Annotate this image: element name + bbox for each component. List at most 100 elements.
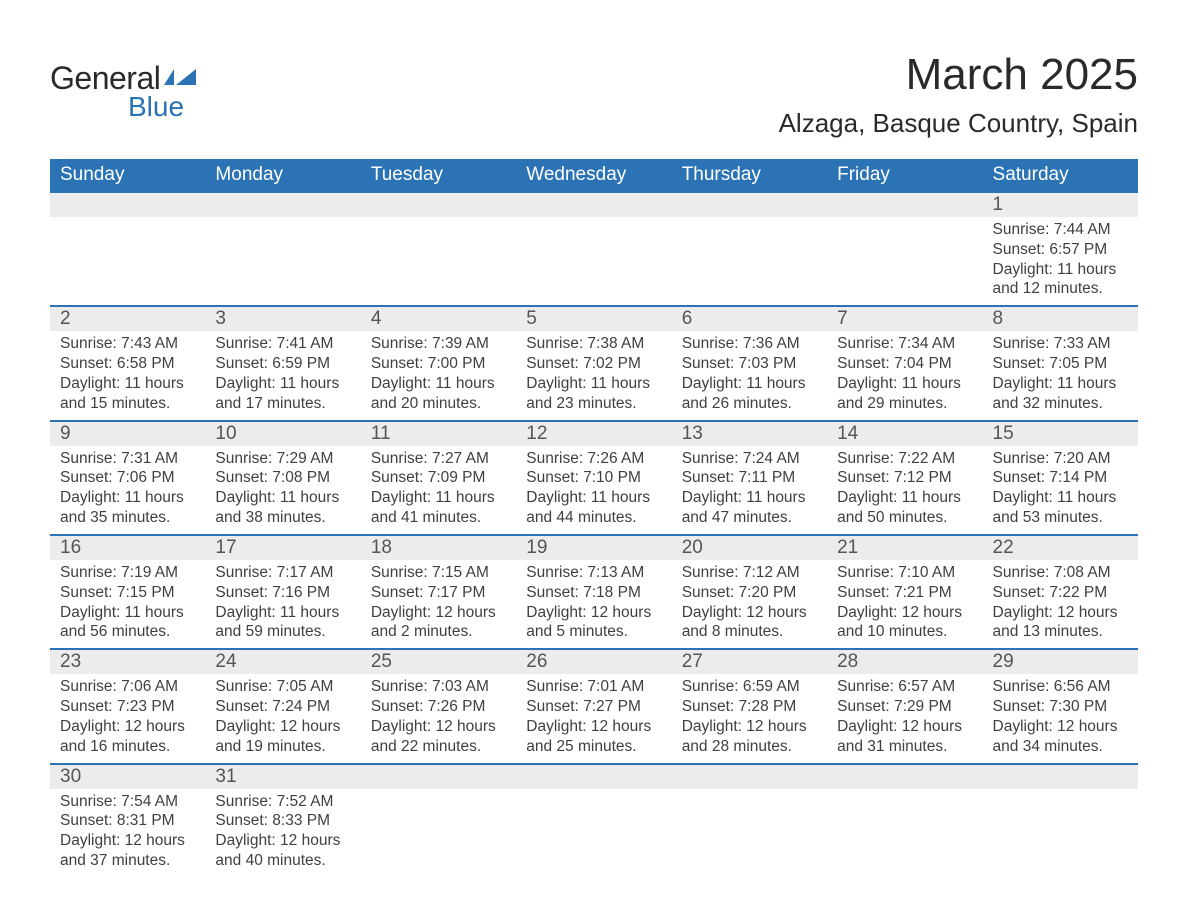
day2-text: and 2 minutes. [371, 622, 506, 642]
daynum-row: 16171819202122 [50, 535, 1138, 560]
day-number: 6 [682, 308, 693, 329]
day2-text: and 8 minutes. [682, 622, 817, 642]
day-number-cell [361, 764, 516, 789]
day-details-cell [361, 789, 516, 877]
day-number-cell: 7 [827, 306, 982, 331]
sunset-text: Sunset: 7:06 PM [60, 468, 195, 488]
day1-text: Daylight: 12 hours [215, 831, 350, 851]
sunrise-text: Sunrise: 7:29 AM [215, 449, 350, 469]
day1-text: Daylight: 11 hours [60, 603, 195, 623]
day-details-cell: Sunrise: 7:01 AMSunset: 7:27 PMDaylight:… [516, 674, 671, 763]
day1-text: Daylight: 11 hours [993, 374, 1128, 394]
sunset-text: Sunset: 7:29 PM [837, 697, 972, 717]
day2-text: and 28 minutes. [682, 737, 817, 757]
day2-text: and 37 minutes. [60, 851, 195, 871]
day1-text: Daylight: 11 hours [60, 488, 195, 508]
sunrise-text: Sunrise: 7:41 AM [215, 334, 350, 354]
day-number-cell: 23 [50, 649, 205, 674]
day-number-cell: 6 [672, 306, 827, 331]
day-number-cell: 17 [205, 535, 360, 560]
daynum-row: 2345678 [50, 306, 1138, 331]
day-details-cell: Sunrise: 7:29 AMSunset: 7:08 PMDaylight:… [205, 446, 360, 535]
sunrise-text: Sunrise: 7:15 AM [371, 563, 506, 583]
day-number: 19 [526, 537, 547, 558]
sunset-text: Sunset: 8:31 PM [60, 811, 195, 831]
day1-text: Daylight: 12 hours [60, 717, 195, 737]
day-details-cell: Sunrise: 7:06 AMSunset: 7:23 PMDaylight:… [50, 674, 205, 763]
sunset-text: Sunset: 7:02 PM [526, 354, 661, 374]
sunrise-text: Sunrise: 7:05 AM [215, 677, 350, 697]
sunrise-text: Sunrise: 7:08 AM [993, 563, 1128, 583]
day2-text: and 26 minutes. [682, 394, 817, 414]
sunrise-text: Sunrise: 6:59 AM [682, 677, 817, 697]
sunset-text: Sunset: 7:16 PM [215, 583, 350, 603]
day1-text: Daylight: 12 hours [993, 717, 1128, 737]
sunrise-text: Sunrise: 7:13 AM [526, 563, 661, 583]
day-details-cell: Sunrise: 7:19 AMSunset: 7:15 PMDaylight:… [50, 560, 205, 649]
sunset-text: Sunset: 7:03 PM [682, 354, 817, 374]
day2-text: and 32 minutes. [993, 394, 1128, 414]
day-number-cell: 2 [50, 306, 205, 331]
day-number-cell: 13 [672, 421, 827, 446]
day-details-cell: Sunrise: 7:08 AMSunset: 7:22 PMDaylight:… [983, 560, 1138, 649]
day-number: 5 [526, 308, 537, 329]
sunrise-text: Sunrise: 7:17 AM [215, 563, 350, 583]
details-row: Sunrise: 7:54 AMSunset: 8:31 PMDaylight:… [50, 789, 1138, 877]
day-number: 15 [993, 423, 1014, 444]
day2-text: and 22 minutes. [371, 737, 506, 757]
sunrise-text: Sunrise: 7:36 AM [682, 334, 817, 354]
sunset-text: Sunset: 7:12 PM [837, 468, 972, 488]
sunset-text: Sunset: 7:17 PM [371, 583, 506, 603]
day-number: 2 [60, 308, 71, 329]
day-details-cell [827, 789, 982, 877]
sunrise-text: Sunrise: 7:20 AM [993, 449, 1128, 469]
day1-text: Daylight: 11 hours [215, 374, 350, 394]
day-number-cell: 3 [205, 306, 360, 331]
day1-text: Daylight: 11 hours [215, 603, 350, 623]
day-details-cell [50, 217, 205, 306]
day2-text: and 41 minutes. [371, 508, 506, 528]
day-number-cell [672, 192, 827, 217]
sunset-text: Sunset: 7:24 PM [215, 697, 350, 717]
weekday-header: Tuesday [361, 159, 516, 192]
sunrise-text: Sunrise: 7:38 AM [526, 334, 661, 354]
calendar-body: 1Sunrise: 7:44 AMSunset: 6:57 PMDaylight… [50, 192, 1138, 877]
day-number-cell: 22 [983, 535, 1138, 560]
day-details-cell: Sunrise: 7:52 AMSunset: 8:33 PMDaylight:… [205, 789, 360, 877]
weekday-header: Sunday [50, 159, 205, 192]
day-number: 8 [993, 308, 1004, 329]
day1-text: Daylight: 11 hours [371, 374, 506, 394]
sunrise-text: Sunrise: 7:03 AM [371, 677, 506, 697]
day-number-cell [205, 192, 360, 217]
day-details-cell [672, 789, 827, 877]
sunrise-text: Sunrise: 6:57 AM [837, 677, 972, 697]
day-number: 17 [215, 537, 236, 558]
day-details-cell: Sunrise: 7:17 AMSunset: 7:16 PMDaylight:… [205, 560, 360, 649]
day1-text: Daylight: 11 hours [526, 488, 661, 508]
day-number: 4 [371, 308, 382, 329]
day-details-cell [205, 217, 360, 306]
day-details-cell: Sunrise: 6:56 AMSunset: 7:30 PMDaylight:… [983, 674, 1138, 763]
sunrise-text: Sunrise: 7:12 AM [682, 563, 817, 583]
day-number: 30 [60, 766, 81, 787]
day-number-cell: 25 [361, 649, 516, 674]
day-details-cell [983, 789, 1138, 877]
day-number: 31 [215, 766, 236, 787]
day1-text: Daylight: 11 hours [60, 374, 195, 394]
day-number-cell: 15 [983, 421, 1138, 446]
logo-text-blue: Blue [128, 91, 198, 123]
day-details-cell: Sunrise: 7:38 AMSunset: 7:02 PMDaylight:… [516, 331, 671, 420]
day-number-cell: 9 [50, 421, 205, 446]
sunrise-text: Sunrise: 7:31 AM [60, 449, 195, 469]
day2-text: and 47 minutes. [682, 508, 817, 528]
day-number: 21 [837, 537, 858, 558]
day-number: 18 [371, 537, 392, 558]
sunset-text: Sunset: 7:08 PM [215, 468, 350, 488]
day1-text: Daylight: 12 hours [682, 717, 817, 737]
day-number-cell: 4 [361, 306, 516, 331]
day-number-cell [50, 192, 205, 217]
day-details-cell: Sunrise: 7:05 AMSunset: 7:24 PMDaylight:… [205, 674, 360, 763]
daynum-row: 1 [50, 192, 1138, 217]
sunset-text: Sunset: 7:27 PM [526, 697, 661, 717]
day-number-cell: 1 [983, 192, 1138, 217]
